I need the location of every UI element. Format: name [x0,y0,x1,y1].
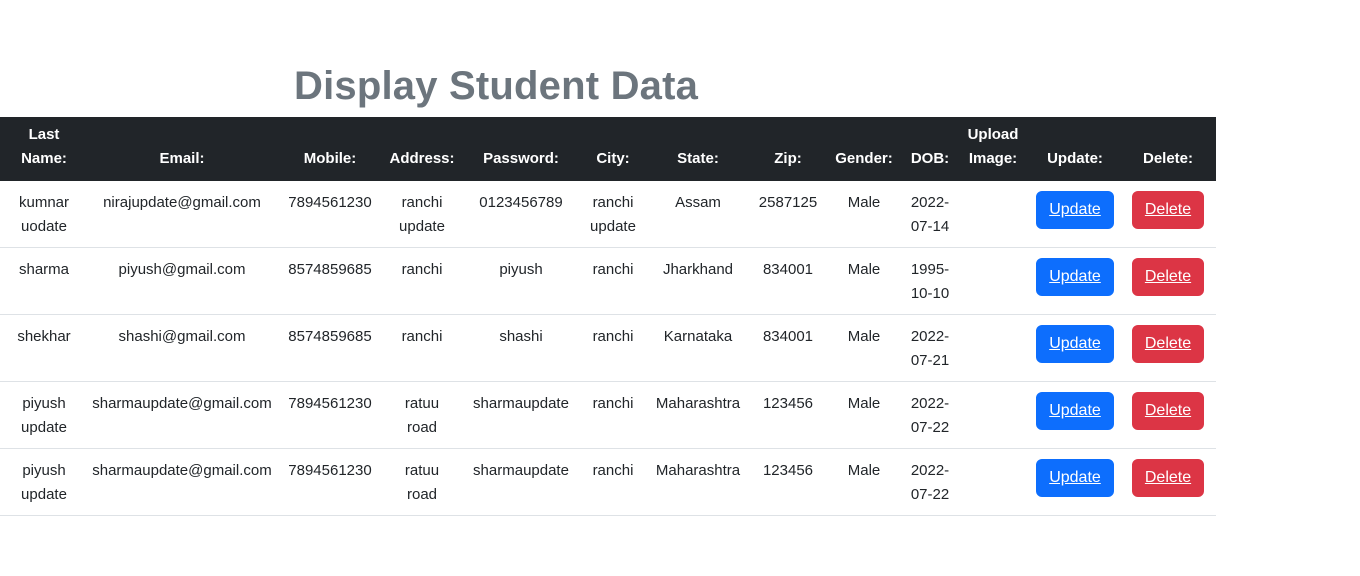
header-zip: Zip: [774,150,802,167]
header-state: State: [677,150,719,167]
cell-zip: 834001 [762,261,814,278]
table-row: shekhar shashi@gmail.com 8574859685 ranc… [0,315,1216,382]
cell-state: Karnataka [663,328,733,345]
table-header-row: Last Name: Email: Mobile: Address: Passw… [0,117,1216,181]
cell-state: Maharashtra [655,395,741,412]
cell-dob: 2022-07-21 [910,328,950,369]
cell-email: sharmaupdate@gmail.com [92,395,272,412]
cell-mobile: 7894561230 [288,395,372,412]
cell-delete: Delete [1120,181,1216,248]
table-body: kumnar uodate nirajupdate@gmail.com 7894… [0,181,1216,516]
cell-address: ratuu road [404,395,440,436]
cell-delete: Delete [1120,449,1216,516]
delete-button[interactable]: Delete [1131,325,1205,363]
cell-dob: 2022-07-22 [910,462,950,503]
cell-password: sharmaupdate [473,395,569,412]
table-row: kumnar uodate nirajupdate@gmail.com 7894… [0,181,1216,248]
cell-address: ranchi update [399,194,445,235]
cell-city: ranchi [592,328,634,345]
cell-zip: 123456 [762,395,814,412]
delete-button[interactable]: Delete [1131,392,1205,430]
cell-update: Update [1030,449,1120,516]
header-city: City: [596,150,630,167]
cell-zip: 2587125 [758,194,818,211]
cell-email: nirajupdate@gmail.com [103,194,261,211]
cell-city: ranchi update [590,194,636,235]
cell-email: sharmaupdate@gmail.com [92,462,272,479]
cell-upload-image [956,382,1030,449]
header-email: Email: [159,150,205,167]
table-row: piyush update sharmaupdate@gmail.com 789… [0,382,1216,449]
cell-delete: Delete [1120,315,1216,382]
cell-mobile: 7894561230 [288,194,372,211]
update-button[interactable]: Update [1036,392,1114,430]
update-button[interactable]: Update [1036,191,1114,229]
cell-delete: Delete [1120,382,1216,449]
delete-button[interactable]: Delete [1131,459,1205,497]
update-button[interactable]: Update [1036,325,1114,363]
header-update: Update: [1047,150,1103,167]
page-title: Display Student Data [294,64,699,108]
cell-mobile: 8574859685 [288,328,372,345]
cell-city: ranchi [592,395,634,412]
cell-email: piyush@gmail.com [118,261,246,278]
header-gender: Gender: [835,150,893,167]
cell-mobile: 8574859685 [288,261,372,278]
cell-last-name: sharma [18,261,70,278]
header-address: Address: [389,150,455,167]
cell-last-name: piyush update [21,395,67,436]
cell-state: Jharkhand [662,261,734,278]
cell-address: ranchi [401,261,443,278]
cell-gender: Male [847,328,881,345]
update-button[interactable]: Update [1036,459,1114,497]
cell-address: ranchi [401,328,443,345]
cell-state: Assam [675,194,721,211]
cell-dob: 2022-07-14 [910,194,950,235]
cell-gender: Male [847,462,881,479]
cell-mobile: 7894561230 [288,462,372,479]
cell-update: Update [1030,315,1120,382]
cell-upload-image [956,181,1030,248]
cell-zip: 123456 [762,462,814,479]
cell-gender: Male [847,194,881,211]
header-delete: Delete: [1142,150,1194,167]
header-mobile: Mobile: [303,150,357,167]
cell-password: sharmaupdate [473,462,569,479]
student-table: Last Name: Email: Mobile: Address: Passw… [0,117,1216,516]
cell-update: Update [1030,248,1120,315]
table-row: sharma piyush@gmail.com 8574859685 ranch… [0,248,1216,315]
cell-gender: Male [847,395,881,412]
cell-update: Update [1030,181,1120,248]
header-last-name: Last Name: [21,126,67,167]
cell-password: 0123456789 [479,194,563,211]
cell-email: shashi@gmail.com [118,328,246,345]
cell-upload-image [956,449,1030,516]
cell-city: ranchi [592,462,634,479]
header-password: Password: [483,150,559,167]
cell-dob: 2022-07-22 [910,395,950,436]
cell-last-name: kumnar uodate [18,194,70,235]
delete-button[interactable]: Delete [1131,191,1205,229]
cell-password: piyush [499,261,543,278]
cell-address: ratuu road [404,462,440,503]
header-dob: DOB: [910,150,950,167]
cell-update: Update [1030,382,1120,449]
cell-dob: 1995-10-10 [910,261,950,302]
cell-last-name: piyush update [21,462,67,503]
cell-gender: Male [847,261,881,278]
update-button[interactable]: Update [1036,258,1114,296]
cell-password: shashi [499,328,543,345]
header-upload-image: Upload Image: [967,126,1019,167]
delete-button[interactable]: Delete [1131,258,1205,296]
cell-last-name: shekhar [17,328,71,345]
cell-zip: 834001 [762,328,814,345]
cell-upload-image [956,248,1030,315]
cell-city: ranchi [592,261,634,278]
cell-state: Maharashtra [655,462,741,479]
table-row: piyush update sharmaupdate@gmail.com 789… [0,449,1216,516]
cell-upload-image [956,315,1030,382]
table-header: Last Name: Email: Mobile: Address: Passw… [0,117,1216,181]
cell-delete: Delete [1120,248,1216,315]
